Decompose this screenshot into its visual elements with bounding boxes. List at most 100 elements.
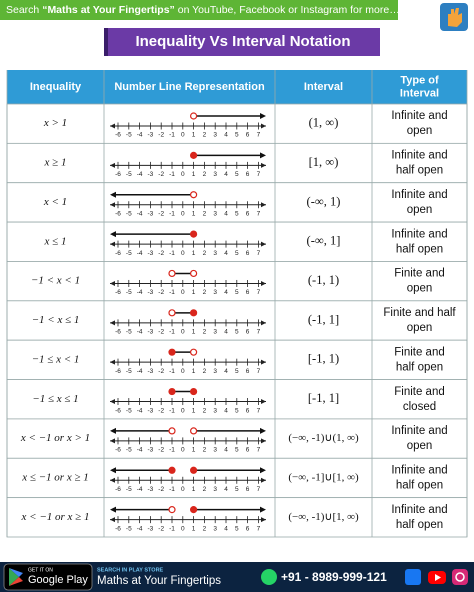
tick-label: -4	[137, 289, 143, 296]
tick-label: 0	[181, 329, 185, 336]
tick-label: -5	[126, 171, 132, 178]
tick-label: -4	[137, 132, 143, 139]
tick-label: -1	[169, 171, 175, 178]
tick-label: -1	[169, 289, 175, 296]
tick-label: 2	[203, 447, 207, 454]
interval-type: open	[407, 204, 433, 216]
tick-label: 5	[235, 525, 239, 532]
endpoint	[168, 427, 176, 435]
tick-label: 1	[192, 486, 196, 493]
endpoint	[168, 309, 176, 317]
tick-label: -6	[115, 447, 121, 454]
tick-label: -4	[137, 210, 143, 217]
interval: (1, ∞)	[309, 116, 339, 130]
tick-label: 2	[203, 329, 207, 336]
tick-label: -3	[148, 407, 154, 414]
tick-label: 4	[224, 329, 228, 336]
endpoint	[190, 506, 198, 514]
tick-label: -5	[126, 486, 132, 493]
tick-label: 6	[246, 289, 250, 296]
tick-label: -1	[169, 368, 175, 375]
tick-label: 6	[246, 368, 250, 375]
tick-label: 5	[235, 289, 239, 296]
tick-label: -3	[148, 447, 154, 454]
tick-label: -5	[126, 289, 132, 296]
tick-label: 1	[192, 289, 196, 296]
inequality: x < −1 or x > 1	[20, 432, 90, 444]
tick-label: 6	[246, 132, 250, 139]
tick-label: 6	[246, 407, 250, 414]
inequality: x > 1	[43, 117, 67, 129]
tick-label: -2	[158, 486, 164, 493]
banner: Search “Maths at Your Fingertips” on You…	[6, 4, 400, 16]
tick-label: -1	[169, 210, 175, 217]
tick-label: 0	[181, 132, 185, 139]
interval: (-∞, 1]	[307, 234, 341, 248]
header-cell: Inequality	[30, 81, 82, 93]
tick-label: 1	[192, 447, 196, 454]
tick-label: -1	[169, 407, 175, 414]
tick-label: -6	[115, 171, 121, 178]
tick-label: 6	[246, 210, 250, 217]
endpoint	[168, 466, 176, 474]
endpoint	[190, 348, 198, 356]
interval-type: Infinite and	[391, 425, 447, 437]
tick-label: 0	[181, 407, 185, 414]
tick-label: 4	[224, 407, 228, 414]
endpoint	[190, 112, 198, 120]
endpoint	[168, 387, 176, 396]
header-cell: Interval	[400, 87, 439, 99]
tick-label: 2	[203, 250, 207, 257]
tick-label: -5	[126, 210, 132, 217]
interval-type: Finite and half	[383, 307, 456, 319]
tick-label: 4	[224, 289, 228, 296]
tick-label: 6	[246, 329, 250, 336]
tick-label: -6	[115, 525, 121, 532]
tick-label: -4	[137, 447, 143, 454]
tick-label: 7	[257, 250, 261, 257]
tick-label: -6	[115, 486, 121, 493]
ray-arrow	[260, 506, 266, 513]
banner-bold: “Maths at Your Fingertips”	[42, 4, 175, 16]
tick-label: 7	[257, 289, 261, 296]
banner-suffix: on YouTube, Facebook or Instagram for mo…	[175, 4, 400, 16]
tick-label: -3	[148, 486, 154, 493]
tick-label: -2	[158, 210, 164, 217]
store-badge	[3, 563, 93, 591]
tick-label: 7	[257, 329, 261, 336]
whatsapp-icon	[261, 569, 277, 585]
store-icon-part	[9, 568, 23, 577]
youtube-play	[435, 574, 441, 581]
inequality: x ≤ −1 or x ≥ 1	[21, 471, 89, 483]
header-cell: Interval	[304, 81, 343, 93]
tick-label: -3	[148, 525, 154, 532]
tick-label: -4	[137, 329, 143, 336]
tick-label: -2	[158, 132, 164, 139]
interval: (−∞, -1)∪[1, ∞)	[288, 511, 359, 523]
ray-arrow	[260, 113, 266, 119]
tick-label: 1	[192, 368, 196, 375]
tick-label: 4	[224, 525, 228, 532]
endpoint	[190, 387, 198, 396]
ray-arrow	[110, 231, 116, 238]
ray-arrow	[260, 427, 266, 434]
tick-label: 4	[224, 250, 228, 257]
tick-label: -5	[126, 329, 132, 336]
inequality: −1 < x < 1	[31, 275, 80, 287]
tick-label: -3	[148, 210, 154, 217]
store-small: GET IT ON	[28, 567, 53, 573]
tick-label: -2	[158, 368, 164, 375]
inequality: x ≤ 1	[44, 235, 67, 247]
tick-label: 1	[192, 132, 196, 139]
tick-label: 3	[213, 171, 217, 178]
tick-label: -4	[137, 525, 143, 532]
tick-label: -6	[115, 210, 121, 217]
tick-label: 5	[235, 486, 239, 493]
tick-label: -3	[148, 289, 154, 296]
tick-label: 2	[203, 525, 207, 532]
tick-label: 1	[192, 329, 196, 336]
endpoint	[190, 309, 198, 317]
endpoint	[168, 348, 176, 356]
tick-label: -2	[158, 289, 164, 296]
tick-label: 2	[203, 210, 207, 217]
